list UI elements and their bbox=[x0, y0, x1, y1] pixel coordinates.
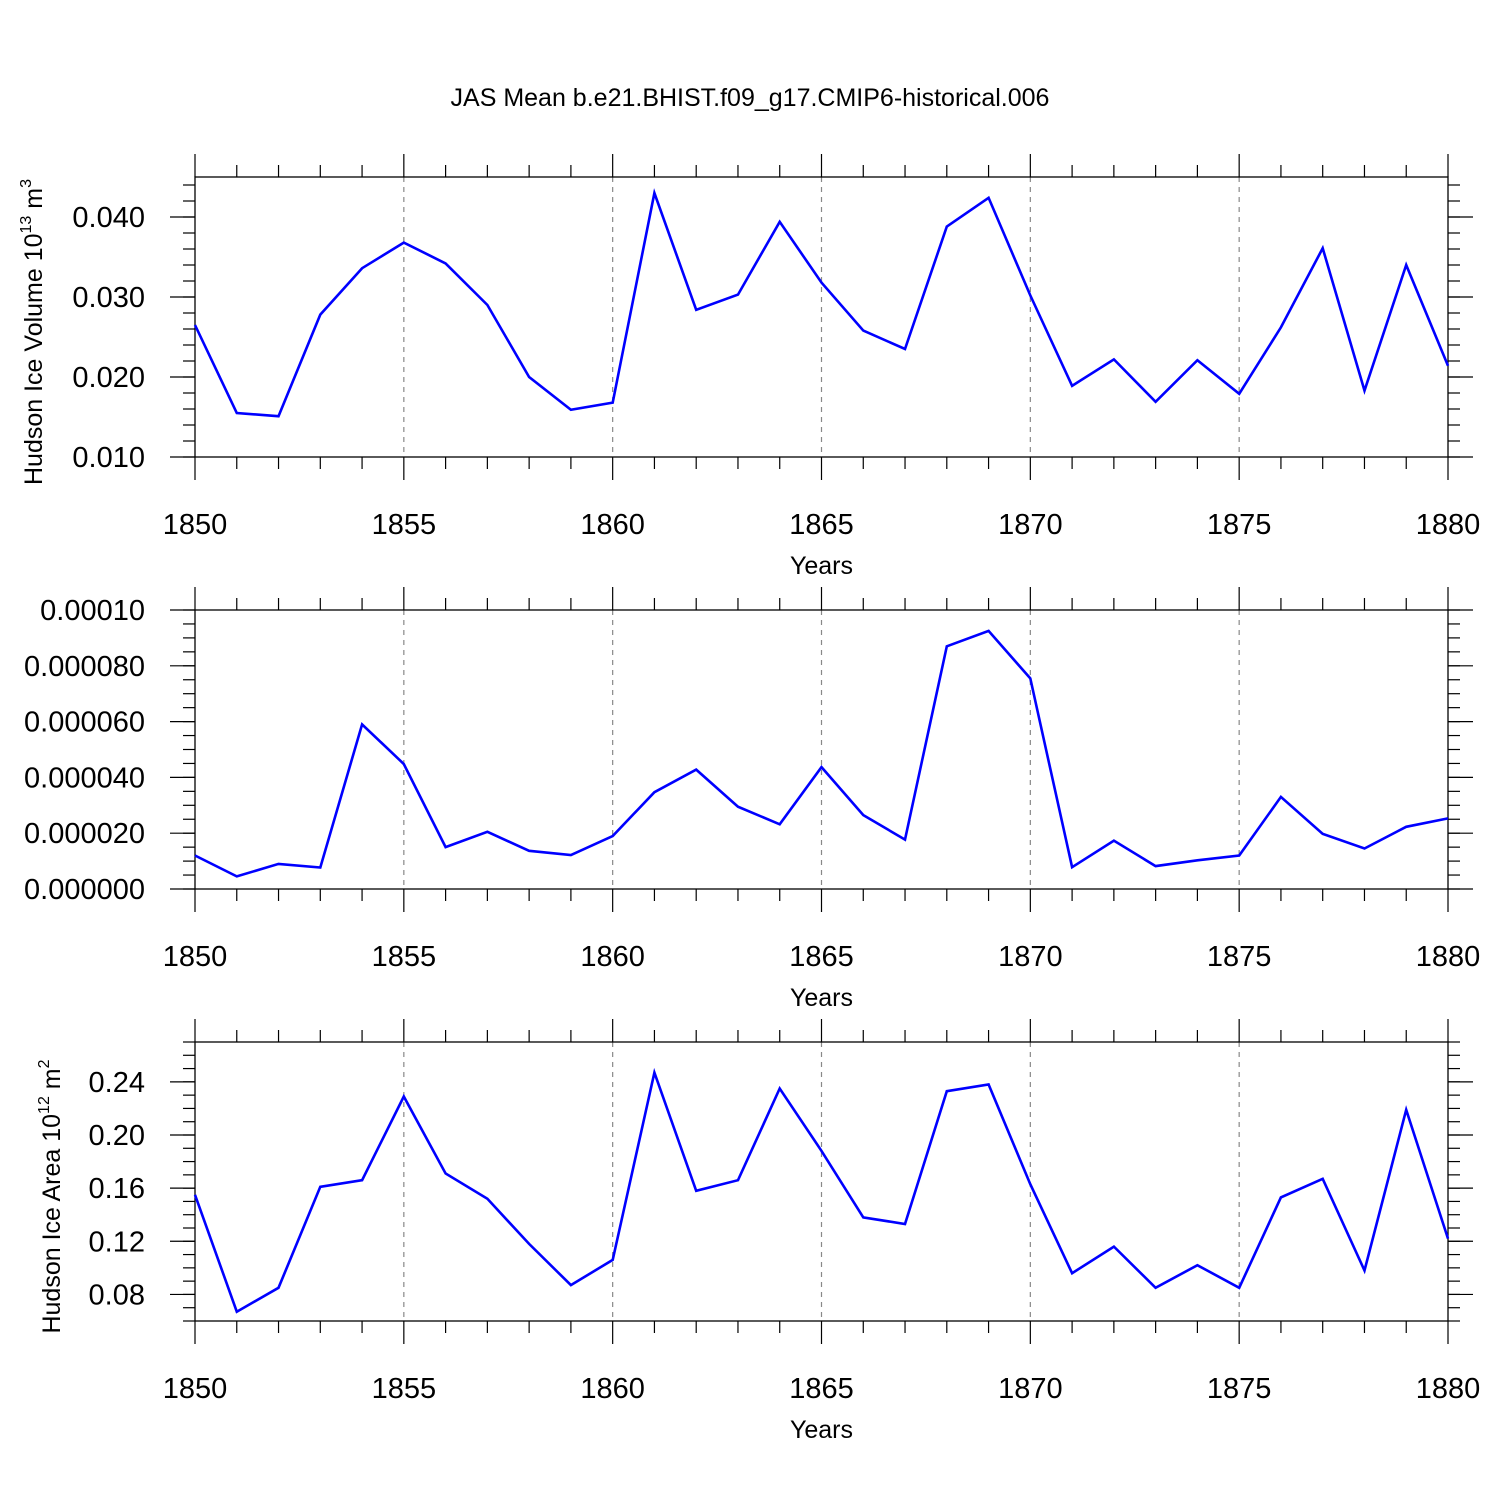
x-tick-label: 1880 bbox=[1416, 509, 1481, 541]
x-tick-label: 1865 bbox=[789, 941, 854, 973]
x-tick-label: 1875 bbox=[1207, 941, 1272, 973]
series-line bbox=[194, 629, 1449, 878]
x-tick-label: 1850 bbox=[163, 509, 228, 541]
x-tick-label: 1875 bbox=[1207, 1373, 1272, 1405]
figure-title: JAS Mean b.e21.BHIST.f09_g17.CMIP6-histo… bbox=[451, 84, 1050, 112]
series-line bbox=[193, 188, 1450, 418]
x-tick-label: 1855 bbox=[372, 509, 437, 541]
y-tick-label: 0.12 bbox=[89, 1226, 145, 1258]
y-tick-label: 0.000080 bbox=[24, 651, 145, 683]
x-tick-label: 1855 bbox=[372, 1373, 437, 1405]
x-tick-label: 1855 bbox=[372, 941, 437, 973]
y-tick-label: 0.040 bbox=[72, 202, 145, 234]
y-tick-label: 0.030 bbox=[72, 282, 145, 314]
series-line bbox=[193, 1067, 1450, 1314]
y-tick-label: 0.16 bbox=[89, 1173, 145, 1205]
y-tick-label: 0.24 bbox=[89, 1067, 145, 1099]
x-tick-label: 1870 bbox=[998, 1373, 1063, 1405]
x-axis-title: Years bbox=[790, 552, 853, 580]
panel-3: 0.08 0.12 0.16 0.20 0.24 1850 1855 1860 1865 1870… bbox=[36, 1019, 1480, 1444]
x-tick-label: 1880 bbox=[1416, 1373, 1481, 1405]
x-axis-title: Years bbox=[790, 984, 853, 1012]
x-tick-label: 1870 bbox=[998, 509, 1063, 541]
chart-panels: 0.010 0.020 0.030 0.040 1850 1855 1860 1865 1870… bbox=[18, 154, 1480, 1444]
y-tick-label: 0.000020 bbox=[24, 818, 145, 850]
panel-2: 0.000000 0.000020 0.000040 0.000060 0.000080… bbox=[24, 587, 1480, 1012]
x-tick-label: 1880 bbox=[1416, 941, 1481, 973]
x-tick-label: 1860 bbox=[580, 1373, 645, 1405]
x-tick-label: 1875 bbox=[1207, 509, 1272, 541]
x-axis-title: Years bbox=[790, 1416, 853, 1444]
y-tick-label: 0.20 bbox=[89, 1120, 145, 1152]
y-tick-label: 0.000040 bbox=[24, 762, 145, 794]
y-tick-label: 0.000000 bbox=[24, 874, 145, 906]
panel-1: 0.010 0.020 0.030 0.040 1850 1855 1860 1865 1870… bbox=[18, 154, 1480, 580]
y-axis-title: Hudson Ice Volume 1013 m3 bbox=[18, 179, 48, 485]
x-tick-label: 1850 bbox=[163, 1373, 228, 1405]
y-tick-label: 0.08 bbox=[89, 1279, 145, 1311]
y-axis-title: Hudson Ice Area 1012 m2 bbox=[36, 1059, 66, 1333]
x-tick-label: 1850 bbox=[163, 941, 228, 973]
x-tick-label: 1865 bbox=[789, 509, 854, 541]
x-tick-label: 1870 bbox=[998, 941, 1063, 973]
y-tick-label: 0.00010 bbox=[40, 595, 145, 627]
x-tick-label: 1860 bbox=[580, 941, 645, 973]
x-tick-label: 1860 bbox=[580, 509, 645, 541]
y-tick-label: 0.000060 bbox=[24, 707, 145, 739]
y-tick-label: 0.020 bbox=[72, 362, 145, 394]
x-tick-label: 1865 bbox=[789, 1373, 854, 1405]
y-tick-label: 0.010 bbox=[72, 442, 145, 474]
